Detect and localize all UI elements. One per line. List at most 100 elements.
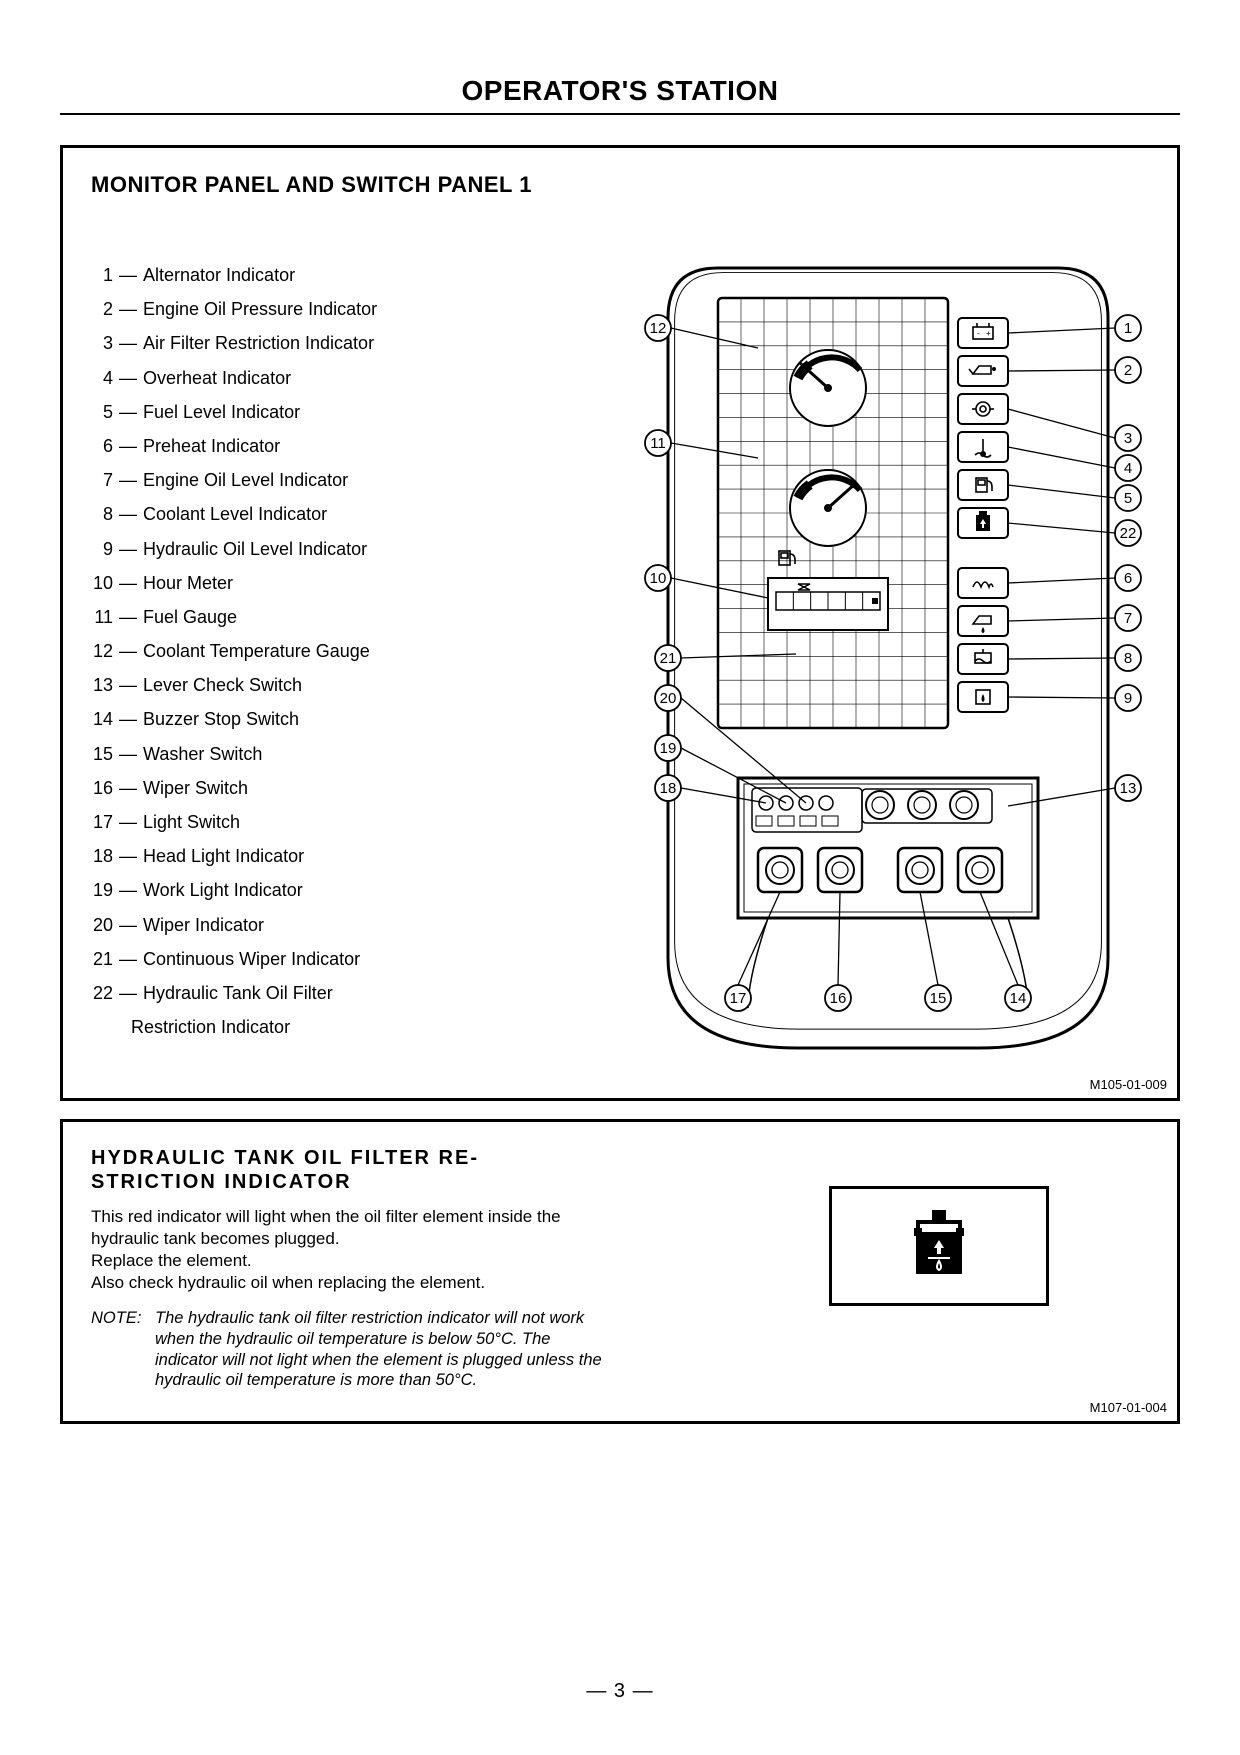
hydraulic-note: NOTE: The hydraulic tank oil filter rest…: [91, 1308, 611, 1391]
legend-label: Hydraulic Tank Oil Filter: [143, 976, 333, 1010]
note-text: The hydraulic tank oil filter restrictio…: [155, 1308, 611, 1391]
svg-text:13: 13: [1119, 780, 1136, 797]
svg-text:4: 4: [1124, 460, 1132, 477]
legend-number: 12: [91, 634, 119, 668]
legend-number: 6: [91, 429, 119, 463]
svg-text:16: 16: [829, 990, 846, 1007]
svg-text:7: 7: [1124, 610, 1132, 627]
svg-text:3: 3: [1124, 430, 1132, 447]
legend-item: 22—Hydraulic Tank Oil Filter: [91, 976, 578, 1010]
legend-number: 13: [91, 668, 119, 702]
legend-item: 13—Lever Check Switch: [91, 668, 578, 702]
hydraulic-body: This red indicator will light when the o…: [91, 1206, 591, 1294]
legend-number: 15: [91, 737, 119, 771]
legend-number: 11: [91, 600, 119, 634]
svg-text:20: 20: [659, 690, 676, 707]
legend-number: 18: [91, 839, 119, 873]
svg-text:12: 12: [649, 320, 666, 337]
svg-text:6: 6: [1124, 570, 1132, 587]
legend-label: Fuel Gauge: [143, 600, 237, 634]
svg-text:8: 8: [1124, 650, 1132, 667]
hydraulic-section: HYDRAULIC TANK OIL FILTER RE-STRICTION I…: [60, 1119, 1180, 1424]
legend-number: 17: [91, 805, 119, 839]
legend-label: Engine Oil Level Indicator: [143, 463, 348, 497]
legend-label: Hour Meter: [143, 566, 233, 600]
diagram-column: -+12111021201918123452267891317161514: [598, 258, 1158, 1078]
legend-item: 4—Overheat Indicator: [91, 361, 578, 395]
legend-number: 5: [91, 395, 119, 429]
page-number: — 3 —: [0, 1680, 1240, 1703]
legend-label: Light Switch: [143, 805, 240, 839]
svg-text:9: 9: [1124, 690, 1132, 707]
legend-item: 14—Buzzer Stop Switch: [91, 702, 578, 736]
figure-ref: M105-01-009: [1090, 1077, 1167, 1092]
svg-text:17: 17: [729, 990, 746, 1007]
legend-number: 20: [91, 908, 119, 942]
legend-item: 11—Fuel Gauge: [91, 600, 578, 634]
legend-number: 3: [91, 326, 119, 360]
svg-text:14: 14: [1009, 990, 1026, 1007]
legend-number: 16: [91, 771, 119, 805]
svg-text:19: 19: [659, 740, 676, 757]
hydraulic-indicator-figure: [829, 1186, 1049, 1306]
legend-item: 6—Preheat Indicator: [91, 429, 578, 463]
svg-text:11: 11: [650, 435, 666, 452]
legend-item-cont: Restriction Indicator: [91, 1010, 578, 1044]
legend-item: 5—Fuel Level Indicator: [91, 395, 578, 429]
legend-item: 21—Continuous Wiper Indicator: [91, 942, 578, 976]
svg-text:1: 1: [1124, 320, 1132, 337]
figure-ref-2: M107-01-004: [1090, 1400, 1167, 1415]
svg-text:18: 18: [659, 780, 676, 797]
legend-number: 22: [91, 976, 119, 1010]
legend-item: 7—Engine Oil Level Indicator: [91, 463, 578, 497]
legend-item: 15—Washer Switch: [91, 737, 578, 771]
legend-label: Coolant Temperature Gauge: [143, 634, 370, 668]
legend-item: 2—Engine Oil Pressure Indicator: [91, 292, 578, 326]
svg-text:+: +: [986, 329, 991, 338]
svg-text:15: 15: [929, 990, 946, 1007]
svg-text:5: 5: [1124, 490, 1132, 507]
monitor-panel-section: MONITOR PANEL AND SWITCH PANEL 1 1—Alter…: [60, 145, 1180, 1101]
legend-label: Hydraulic Oil Level Indicator: [143, 532, 367, 566]
legend-item: 17—Light Switch: [91, 805, 578, 839]
legend-item: 20—Wiper Indicator: [91, 908, 578, 942]
svg-text:-: -: [977, 329, 980, 338]
legend-list: 1—Alternator Indicator2—Engine Oil Press…: [91, 258, 578, 1044]
svg-text:10: 10: [649, 570, 666, 587]
legend-label: Head Light Indicator: [143, 839, 304, 873]
legend-label: Lever Check Switch: [143, 668, 302, 702]
legend-number: 8: [91, 497, 119, 531]
legend-label: Overheat Indicator: [143, 361, 291, 395]
legend-number: 7: [91, 463, 119, 497]
legend-item: 19—Work Light Indicator: [91, 873, 578, 907]
legend-item: 12—Coolant Temperature Gauge: [91, 634, 578, 668]
legend-number: 21: [91, 942, 119, 976]
page-title: OPERATOR'S STATION: [60, 75, 1180, 115]
legend-number: 14: [91, 702, 119, 736]
legend-label: Wiper Switch: [143, 771, 248, 805]
legend-label: Fuel Level Indicator: [143, 395, 300, 429]
legend-label: Engine Oil Pressure Indicator: [143, 292, 377, 326]
legend-number: 2: [91, 292, 119, 326]
legend-item: 18—Head Light Indicator: [91, 839, 578, 873]
legend-label: Washer Switch: [143, 737, 262, 771]
hydraulic-heading: HYDRAULIC TANK OIL FILTER RE-STRICTION I…: [91, 1146, 641, 1194]
legend-number: 19: [91, 873, 119, 907]
legend-item: 10—Hour Meter: [91, 566, 578, 600]
legend-label: Work Light Indicator: [143, 873, 303, 907]
legend-label: Alternator Indicator: [143, 258, 295, 292]
page: OPERATOR'S STATION MONITOR PANEL AND SWI…: [60, 75, 1180, 1442]
legend-item: 3—Air Filter Restriction Indicator: [91, 326, 578, 360]
legend-item: 16—Wiper Switch: [91, 771, 578, 805]
svg-text:22: 22: [1119, 525, 1136, 542]
svg-text:2: 2: [1124, 362, 1132, 379]
legend-item: 8—Coolant Level Indicator: [91, 497, 578, 531]
legend-label: Wiper Indicator: [143, 908, 264, 942]
legend-label: Air Filter Restriction Indicator: [143, 326, 374, 360]
legend-item: 9—Hydraulic Oil Level Indicator: [91, 532, 578, 566]
svg-text:21: 21: [659, 650, 676, 667]
legend-number: 9: [91, 532, 119, 566]
legend-number: 4: [91, 361, 119, 395]
legend-number: 10: [91, 566, 119, 600]
note-label: NOTE:: [91, 1308, 155, 1391]
